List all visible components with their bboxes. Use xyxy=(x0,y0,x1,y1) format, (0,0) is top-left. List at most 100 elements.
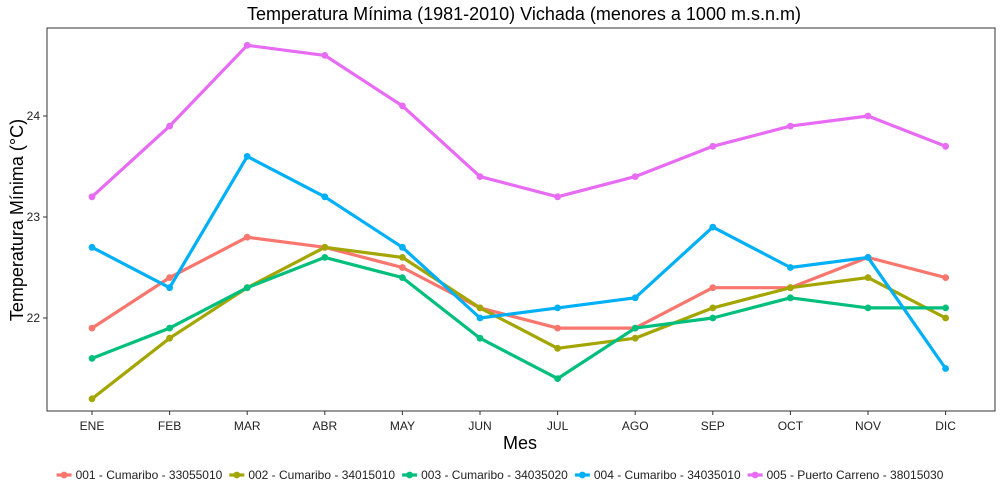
x-tick-label: JUL xyxy=(547,419,569,433)
x-tick-label: AGO xyxy=(622,419,649,433)
data-point xyxy=(243,41,251,49)
legend-key-point xyxy=(578,471,586,479)
data-point xyxy=(476,334,484,342)
data-point xyxy=(709,304,717,312)
data-point xyxy=(631,324,639,332)
data-point xyxy=(166,122,174,130)
x-tick-label: SEP xyxy=(701,419,725,433)
x-tick-label: NOV xyxy=(855,419,881,433)
data-point xyxy=(476,173,484,181)
data-point xyxy=(321,243,329,251)
data-point xyxy=(942,365,949,372)
data-point xyxy=(787,264,794,271)
data-point xyxy=(166,274,174,281)
legend-key-point xyxy=(406,471,414,479)
chart-title: Temperatura Mínima (1981-2010) Vichada (… xyxy=(247,4,801,24)
legend-key-5 xyxy=(747,471,763,479)
series-line xyxy=(90,154,948,371)
data-point xyxy=(166,334,174,342)
y-tick-label: 24 xyxy=(27,109,41,123)
data-point xyxy=(787,284,794,292)
data-point xyxy=(631,173,639,181)
x-tick-label: JUN xyxy=(468,419,491,433)
data-point xyxy=(709,284,717,292)
data-point xyxy=(243,284,251,292)
legend-key-point xyxy=(60,471,68,479)
data-point xyxy=(88,395,96,403)
data-point xyxy=(631,294,639,302)
legend-key-1 xyxy=(56,471,72,479)
data-point xyxy=(399,274,406,281)
data-point xyxy=(476,304,484,312)
data-point xyxy=(166,324,174,332)
data-point xyxy=(709,314,717,322)
data-point xyxy=(554,193,561,201)
data-point xyxy=(88,243,96,251)
data-point xyxy=(554,324,561,332)
legend-label: 003 - Cumaribo - 34035020 xyxy=(421,468,568,482)
data-point xyxy=(787,294,794,302)
legend-key-4 xyxy=(574,471,590,479)
data-point xyxy=(399,264,406,271)
data-point xyxy=(554,344,561,352)
data-point xyxy=(321,193,329,201)
data-point xyxy=(787,122,794,130)
y-tick-label: 22 xyxy=(27,311,41,325)
data-point xyxy=(554,304,561,312)
data-point xyxy=(399,102,406,110)
data-point xyxy=(399,254,406,261)
x-axis-title: Mes xyxy=(503,433,537,453)
series-line xyxy=(90,255,948,381)
data-point xyxy=(864,274,872,281)
data-point xyxy=(942,304,949,312)
legend-label: 005 - Puerto Carreno - 38015030 xyxy=(767,468,944,482)
data-point xyxy=(709,142,717,150)
y-tick-label: 23 xyxy=(27,210,41,224)
data-point xyxy=(88,324,96,332)
data-point xyxy=(243,153,251,160)
x-tick-label: ABR xyxy=(312,419,337,433)
x-tick-label: DIC xyxy=(935,419,956,433)
x-tick-label: OCT xyxy=(778,419,804,433)
x-tick-label: MAR xyxy=(234,419,261,433)
data-point xyxy=(476,314,484,322)
x-tick-label: ENE xyxy=(80,419,105,433)
series-4 xyxy=(88,153,949,372)
legend-label: 001 - Cumaribo - 33055010 xyxy=(76,468,223,482)
legend-key-2 xyxy=(229,471,245,479)
data-point xyxy=(942,274,949,281)
legend-key-point xyxy=(233,471,241,479)
data-point xyxy=(709,223,717,231)
data-point xyxy=(88,355,96,362)
legend-label: 004 - Cumaribo - 34035010 xyxy=(594,468,741,482)
data-point xyxy=(864,112,872,120)
y-axis-title: Temperatura Mínima (°C) xyxy=(7,119,27,321)
series-layer xyxy=(88,41,949,403)
legend-key-3 xyxy=(402,471,418,479)
data-point xyxy=(942,314,949,322)
data-point xyxy=(554,375,561,382)
data-point xyxy=(864,304,872,312)
series-5 xyxy=(88,41,949,201)
series-line xyxy=(90,235,948,330)
legend-label: 002 - Cumaribo - 34015010 xyxy=(248,468,395,482)
data-point xyxy=(166,284,174,292)
x-tick-label: MAY xyxy=(390,419,415,433)
data-point xyxy=(321,254,329,261)
x-tick-label: FEB xyxy=(158,419,181,433)
y-axis: 22 23 24 xyxy=(27,109,47,325)
data-point xyxy=(243,233,251,241)
plot-panel xyxy=(46,27,996,412)
data-point xyxy=(321,52,329,59)
x-axis: ENE FEB MAR ABR MAY JUN JUL AGO SEP OCT NOV DIC xyxy=(80,411,956,433)
legend-key-point xyxy=(751,471,759,479)
legend: 001 - Cumaribo - 33055010 002 - Cumaribo … xyxy=(56,468,944,482)
series-line xyxy=(90,43,948,199)
data-point xyxy=(942,142,949,150)
series-3 xyxy=(88,254,949,382)
data-point xyxy=(631,334,639,342)
data-point xyxy=(864,254,872,261)
data-point xyxy=(88,193,96,201)
data-point xyxy=(399,243,406,251)
